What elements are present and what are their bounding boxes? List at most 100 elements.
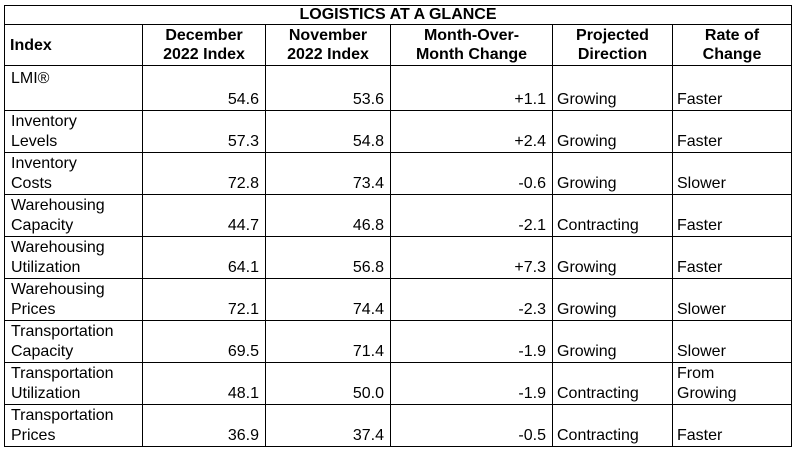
projected-direction-cell: Growing xyxy=(552,320,673,363)
rate-of-change-line: Slower xyxy=(677,343,726,360)
table-row: Warehousing Utilization 64.1 56.8 +7.3 Growin… xyxy=(4,236,793,279)
rate-of-change-line: Slower xyxy=(677,301,726,318)
month-change-cell: +7.3 xyxy=(390,236,553,279)
month-change-cell: -0.6 xyxy=(390,152,553,195)
rate-of-change-line: Faster xyxy=(677,133,723,150)
title-row: LOGISTICS AT A GLANCE xyxy=(3,5,793,25)
rate-of-change-cell: From Growing xyxy=(671,362,793,405)
header-rate-of-change: Rate of Change xyxy=(671,24,793,66)
index-name-line: Transportation xyxy=(11,323,114,340)
index-name-line: Transportation xyxy=(11,365,114,382)
index-name-line: Utilization xyxy=(11,259,81,276)
rate-of-change-cell: Slower xyxy=(671,152,793,195)
index-name-cell: LMI® xyxy=(4,65,143,111)
header-rate-line-2: Change xyxy=(702,46,762,63)
rate-of-change-line: Faster xyxy=(677,91,723,108)
header-december-line-2: 2022 Index xyxy=(163,46,245,63)
december-value-cell: 72.1 xyxy=(142,278,266,321)
projected-direction-cell: Growing xyxy=(552,236,673,279)
november-value-cell: 53.6 xyxy=(265,65,391,111)
index-name-cell: Transportation Capacity xyxy=(4,320,143,363)
header-november-index: November 2022 Index xyxy=(265,24,391,66)
projected-direction-cell: Growing xyxy=(552,278,673,321)
index-name-line: Warehousing xyxy=(11,197,105,214)
december-value-cell: 72.8 xyxy=(142,152,266,195)
index-name-cell: Inventory Levels xyxy=(4,110,143,153)
projected-direction-cell: Contracting xyxy=(552,404,673,447)
projected-direction-cell: Growing xyxy=(552,152,673,195)
logistics-table: LOGISTICS AT A GLANCE Index December 202… xyxy=(3,5,793,447)
november-value-cell: 54.8 xyxy=(265,110,391,153)
december-value-cell: 36.9 xyxy=(142,404,266,447)
header-rate-line-1: Rate of xyxy=(704,27,760,44)
rate-of-change-cell: Faster xyxy=(671,236,793,279)
table-body: LMI® 54.6 53.6 +1.1 Growing Faster Inventory Le… xyxy=(4,65,793,447)
index-name-line: Warehousing xyxy=(11,281,105,298)
november-value-cell: 37.4 xyxy=(265,404,391,447)
table-row: Transportation Utilization 48.1 50.0 -1.9 Con… xyxy=(4,362,793,405)
index-name-line: Capacity xyxy=(11,217,74,234)
rate-of-change-line: Faster xyxy=(677,217,723,234)
index-name-line: LMI® xyxy=(11,70,50,87)
header-month-over-month-change: Month-Over- Month Change xyxy=(390,24,553,66)
rate-of-change-cell: Slower xyxy=(671,278,793,321)
logistics-table-container: LOGISTICS AT A GLANCE Index December 202… xyxy=(3,5,793,447)
rate-of-change-line: Faster xyxy=(677,427,723,444)
index-name-line: Inventory xyxy=(11,155,77,172)
month-change-cell: +2.4 xyxy=(390,110,553,153)
index-name-line: Prices xyxy=(11,427,56,444)
header-december-index: December 2022 Index xyxy=(142,24,266,66)
index-name-cell: Warehousing Prices xyxy=(4,278,143,321)
month-change-cell: -2.1 xyxy=(390,194,553,237)
index-name-cell: Transportation Prices xyxy=(4,404,143,447)
header-direction-line-1: Projected xyxy=(576,27,649,44)
header-november-line-2: 2022 Index xyxy=(287,46,369,63)
november-value-cell: 73.4 xyxy=(265,152,391,195)
header-index: Index xyxy=(4,24,143,66)
rate-of-change-line: From xyxy=(677,365,715,382)
table-row: Inventory Levels 57.3 54.8 +2.4 Growing Faster xyxy=(4,110,793,153)
rate-of-change-line: Slower xyxy=(677,175,726,192)
index-name-line: Capacity xyxy=(11,343,74,360)
table-row: Warehousing Capacity 44.7 46.8 -2.1 Contracti… xyxy=(4,194,793,237)
rate-of-change-line: Faster xyxy=(677,259,723,276)
projected-direction-cell: Growing xyxy=(552,65,673,111)
index-name-line: Utilization xyxy=(11,385,81,402)
rate-of-change-cell: Faster xyxy=(671,404,793,447)
november-value-cell: 50.0 xyxy=(265,362,391,405)
november-value-cell: 71.4 xyxy=(265,320,391,363)
header-mom-line-1: Month-Over- xyxy=(423,27,520,44)
december-value-cell: 69.5 xyxy=(142,320,266,363)
rate-of-change-cell: Slower xyxy=(671,320,793,363)
projected-direction-cell: Growing xyxy=(552,110,673,153)
month-change-cell: -0.5 xyxy=(390,404,553,447)
index-name-cell: Warehousing Capacity xyxy=(4,194,143,237)
index-name-line: Warehousing xyxy=(11,239,105,256)
november-value-cell: 74.4 xyxy=(265,278,391,321)
rate-of-change-line: Growing xyxy=(677,385,737,402)
header-row: Index December 2022 Index November 2022 … xyxy=(4,24,793,66)
projected-direction-cell: Contracting xyxy=(552,194,673,237)
index-name-cell: Warehousing Utilization xyxy=(4,236,143,279)
december-value-cell: 54.6 xyxy=(142,65,266,111)
index-name-line: Prices xyxy=(11,301,56,318)
index-name-line: Levels xyxy=(11,133,58,150)
december-value-cell: 44.7 xyxy=(142,194,266,237)
december-value-cell: 57.3 xyxy=(142,110,266,153)
table-row: LMI® 54.6 53.6 +1.1 Growing Faster xyxy=(4,65,793,111)
table-row: Warehousing Prices 72.1 74.4 -2.3 Growing Slow… xyxy=(4,278,793,321)
table-row: Inventory Costs 72.8 73.4 -0.6 Growing Slower xyxy=(4,152,793,195)
month-change-cell: -2.3 xyxy=(390,278,553,321)
header-projected-direction: Projected Direction xyxy=(552,24,673,66)
table-row: Transportation Prices 36.9 37.4 -0.5 Contract… xyxy=(4,404,793,447)
index-name-line: Inventory xyxy=(11,113,77,130)
rate-of-change-cell: Faster xyxy=(671,65,793,111)
table-title: LOGISTICS AT A GLANCE xyxy=(3,5,793,25)
header-mom-line-2: Month Change xyxy=(415,46,528,63)
header-december-line-1: December xyxy=(165,27,243,44)
month-change-cell: -1.9 xyxy=(390,362,553,405)
index-name-line: Transportation xyxy=(11,407,114,424)
projected-direction-cell: Contracting xyxy=(552,362,673,405)
november-value-cell: 46.8 xyxy=(265,194,391,237)
rate-of-change-cell: Faster xyxy=(671,110,793,153)
